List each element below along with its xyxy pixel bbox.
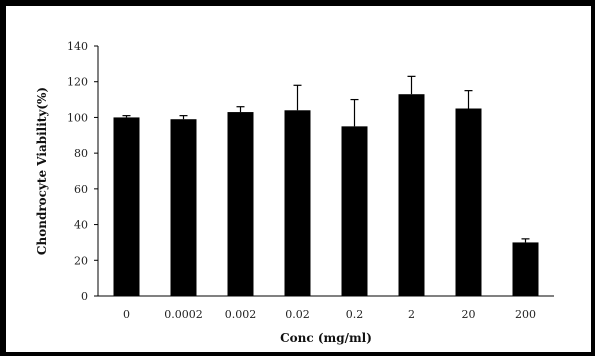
x-tick-label: 0.2 — [346, 308, 364, 321]
y-axis-label: Chondrocyte Viability(%) — [35, 87, 49, 255]
bar-chart: 0 20 40 60 80 100 120 140 0 0.0002 0.002 0.02 0.2 2 20… — [35, 40, 554, 345]
y-tick-label: 0 — [81, 290, 88, 303]
x-tick-label: 20 — [462, 308, 476, 321]
tick-labels: 0 20 40 60 80 100 120 140 0 0.0002 0.002 0.02 0.2 2 20… — [67, 40, 536, 321]
x-tick-label: 2 — [408, 308, 415, 321]
y-tick-label: 60 — [74, 183, 88, 196]
bar — [227, 112, 254, 296]
x-tick-label: 0.002 — [225, 308, 257, 321]
x-tick-label: 0.02 — [285, 308, 310, 321]
bars — [113, 75, 539, 297]
y-tick-label: 20 — [74, 254, 88, 267]
axes — [94, 45, 554, 297]
y-tick-label: 40 — [74, 219, 88, 232]
y-tick-label: 120 — [67, 76, 88, 89]
x-tick-label: 200 — [515, 308, 536, 321]
bar — [455, 108, 482, 296]
bar — [341, 126, 368, 296]
x-tick-label: 0.0002 — [164, 308, 203, 321]
bar — [284, 110, 311, 297]
bar — [398, 94, 425, 296]
y-tick-label: 140 — [67, 40, 88, 53]
y-tick-label: 80 — [74, 147, 88, 160]
bar — [170, 119, 197, 296]
x-tick-label: 0 — [123, 308, 130, 321]
y-tick-label: 100 — [67, 111, 88, 124]
x-axis-label: Conc (mg/ml) — [280, 331, 372, 345]
bar — [113, 117, 140, 296]
bar — [512, 242, 539, 296]
